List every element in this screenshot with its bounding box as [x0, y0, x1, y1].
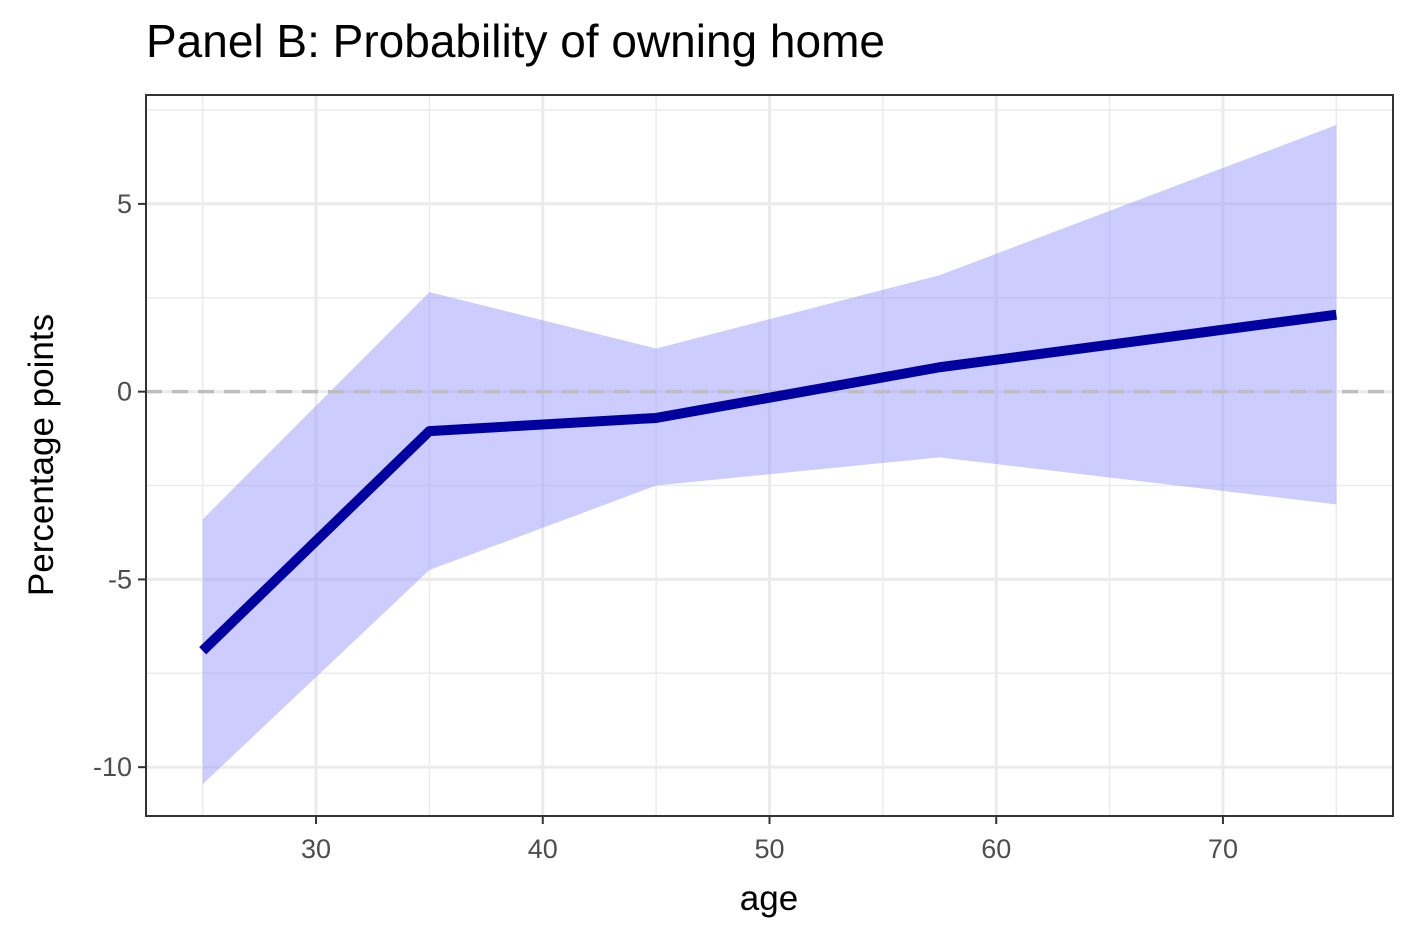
y-tick-label: -5	[108, 564, 132, 594]
estimate-line	[199, 309, 1337, 655]
confidence-bands	[202, 125, 1337, 785]
y-tick-label: 5	[117, 189, 132, 219]
y-axis-ticks: -10 -5 0 5	[93, 189, 146, 782]
x-tick-label: 30	[301, 834, 331, 864]
x-tick-label: 70	[1208, 834, 1238, 864]
x-tick-label: 60	[981, 834, 1011, 864]
chart-title: Panel B: Probability of owning home	[146, 15, 885, 67]
x-tick-label: 40	[528, 834, 558, 864]
x-axis-title: age	[740, 879, 798, 918]
series-lines	[199, 309, 1337, 655]
y-axis-title: Percentage points	[22, 314, 61, 596]
y-tick-label: -10	[93, 752, 132, 782]
x-axis-ticks: 30 40 50 60 70	[301, 816, 1238, 864]
y-tick-label: 0	[117, 377, 132, 407]
x-tick-label: 50	[754, 834, 784, 864]
confidence-band	[202, 125, 1337, 785]
